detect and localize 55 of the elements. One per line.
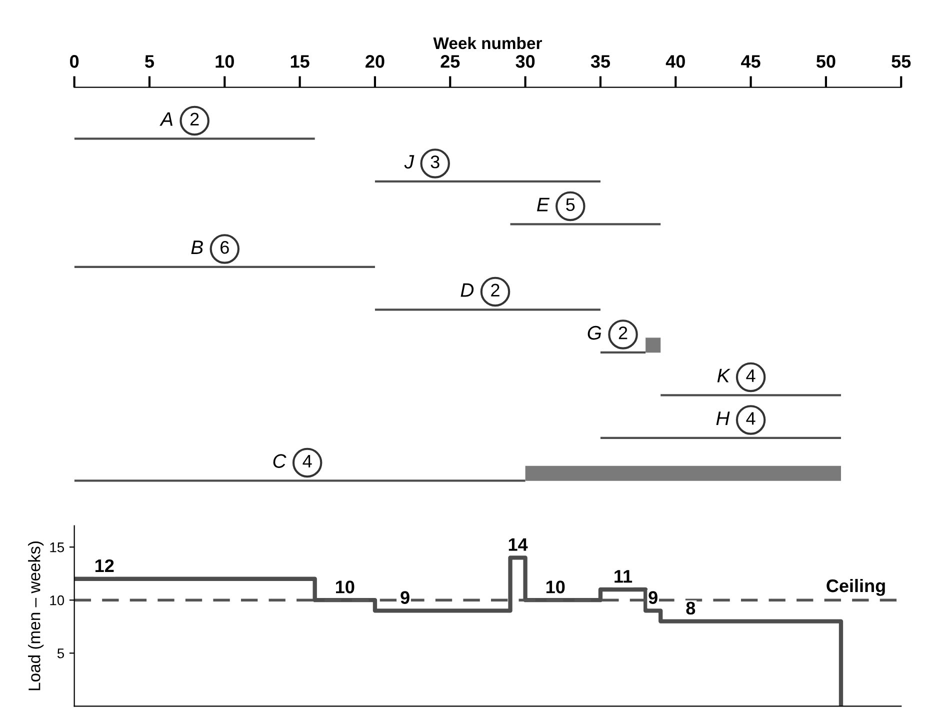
x-tick-label: 30 — [516, 55, 535, 68]
data-label: 9 — [648, 591, 658, 604]
bar — [600, 351, 646, 354]
x-tick-label: 10 — [216, 55, 234, 68]
data-label: 12 — [95, 559, 114, 572]
x-tick-label: 50 — [816, 55, 836, 68]
bar — [374, 308, 600, 311]
category-label: H — [716, 412, 730, 425]
data-label: 10 — [336, 580, 354, 594]
ref-line-label: Ceiling — [826, 578, 885, 596]
bar — [374, 180, 600, 182]
annotation: 6 — [220, 241, 229, 254]
bar — [600, 436, 841, 439]
x-tick-label: 0 — [70, 55, 79, 68]
bar — [646, 338, 661, 353]
annotation: 5 — [566, 198, 575, 212]
x-tick-label: 35 — [590, 55, 610, 68]
category-label: J — [404, 155, 414, 169]
x-tick-label: 40 — [666, 55, 685, 68]
bar — [74, 266, 375, 268]
annotation: 4 — [746, 369, 756, 382]
data-label: 9 — [400, 591, 410, 604]
annotation: 4 — [746, 412, 756, 425]
category-label: B — [191, 240, 203, 254]
annotation: 2 — [491, 284, 500, 296]
bar — [525, 466, 841, 481]
x-tick-label: 55 — [892, 55, 911, 68]
annotation: 4 — [302, 454, 312, 468]
category-label: C — [273, 454, 286, 468]
annotation: 2 — [190, 112, 199, 126]
data-label: 10 — [546, 580, 565, 594]
bar — [510, 223, 661, 226]
data-label: 14 — [508, 538, 528, 551]
category-label: G — [588, 326, 602, 340]
category-label: K — [717, 368, 730, 382]
y-tick-label: 15 — [50, 542, 64, 552]
x-tick-label: 25 — [440, 55, 460, 68]
bar — [74, 480, 526, 482]
y-tick-label: 10 — [50, 595, 64, 606]
bar — [74, 138, 315, 140]
data-label: 11 — [614, 570, 632, 583]
data-label: 8 — [686, 602, 696, 615]
x-axis-title: Week number — [433, 36, 542, 50]
annotation: 2 — [618, 326, 628, 340]
x-tick-label: 15 — [290, 55, 310, 68]
x-tick-label: 45 — [741, 55, 760, 68]
x-tick-label: 20 — [366, 55, 384, 68]
bar — [660, 394, 841, 396]
x-tick-label: 5 — [145, 55, 154, 68]
y-tick-label: 5 — [57, 648, 64, 658]
annotation: 3 — [430, 156, 440, 168]
category-label: D — [460, 283, 474, 297]
category-label: E — [536, 198, 550, 212]
y-axis-title: Load (men – weeks) — [28, 542, 44, 690]
category-label: A — [160, 112, 172, 126]
